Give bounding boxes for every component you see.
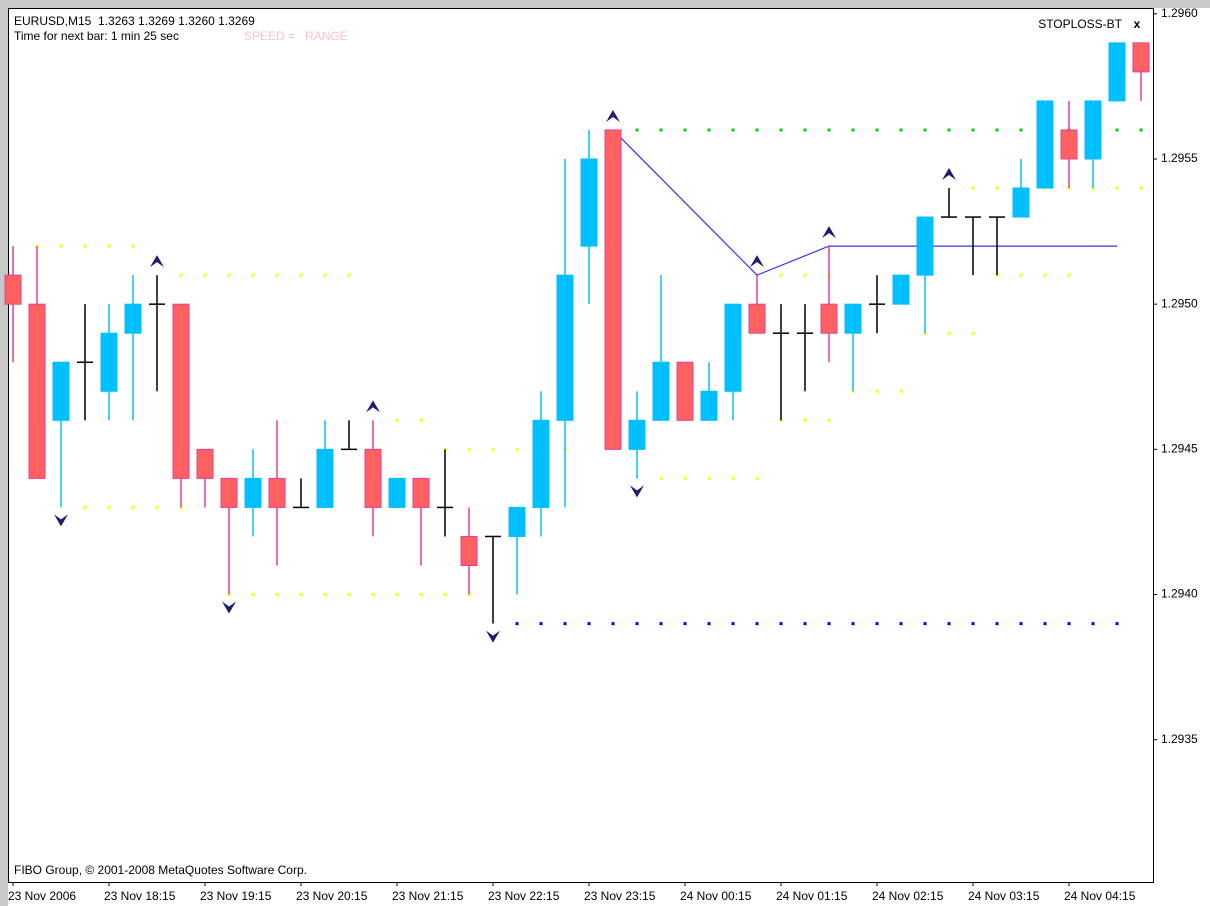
candle-body	[220, 477, 238, 508]
candle-body	[580, 158, 598, 247]
candle-body	[460, 535, 478, 567]
candle-body	[628, 419, 646, 450]
fractal-up	[942, 168, 956, 181]
y-tick-label: 1.2945	[1161, 442, 1198, 456]
fractal-up	[750, 255, 764, 268]
candle-body	[820, 303, 838, 334]
x-tick-label: 23 Nov 22:15	[488, 889, 560, 903]
fractal-down	[54, 514, 68, 527]
x-tick-label: 24 Nov 01:15	[776, 889, 848, 903]
candle-body	[1108, 42, 1126, 102]
candle-body	[316, 448, 334, 508]
fractal-down	[630, 485, 644, 498]
candle-body	[268, 477, 286, 508]
x-tick-label: 23 Nov 20:15	[296, 889, 368, 903]
fractal-up	[606, 109, 620, 122]
candle-body	[412, 477, 430, 508]
candle-body	[604, 129, 622, 450]
copyright: FIBO Group, © 2001-2008 MetaQuotes Softw…	[14, 863, 307, 877]
fractal-up	[822, 226, 836, 239]
y-tick-label: 1.2950	[1161, 296, 1198, 310]
plot-frame	[8, 8, 1154, 883]
candle-body	[652, 361, 670, 421]
candle-body	[676, 361, 694, 421]
fractal-down	[486, 630, 500, 643]
candle-body	[388, 477, 406, 508]
candle-body	[700, 390, 718, 421]
candle-body	[748, 303, 766, 334]
candle-body	[172, 303, 190, 479]
close-button[interactable]: x	[1134, 17, 1141, 31]
candle-body	[244, 477, 262, 508]
candle-body	[1036, 100, 1054, 189]
candle-body	[532, 419, 550, 508]
candle-body	[364, 448, 382, 508]
y-tick-label: 1.2960	[1161, 6, 1198, 20]
indicator-label: SPEED = RANGE	[244, 29, 348, 43]
x-tick-label: 23 Nov 2006	[8, 889, 76, 903]
x-tick-label: 23 Nov 23:15	[584, 889, 656, 903]
candle-body	[196, 448, 214, 479]
candle-body	[52, 361, 70, 421]
chart-subtitle: Time for next bar: 1 min 25 sec	[14, 29, 179, 43]
candle-body	[1060, 129, 1078, 160]
candle-body	[4, 274, 22, 305]
x-tick-label: 24 Nov 00:15	[680, 889, 752, 903]
fractal-down	[222, 601, 236, 614]
candle-body	[1084, 100, 1102, 160]
x-tick-label: 23 Nov 19:15	[200, 889, 272, 903]
y-tick-label: 1.2940	[1161, 587, 1198, 601]
x-tick-label: 23 Nov 18:15	[104, 889, 176, 903]
candle-body	[1012, 187, 1030, 218]
fractal-up	[366, 400, 380, 413]
candle-body	[508, 506, 526, 537]
expert-name: STOPLOSS-BT	[1038, 17, 1122, 31]
candle-body	[724, 303, 742, 392]
chart-title: EURUSD,M15 1.3263 1.3269 1.3260 1.3269	[14, 14, 255, 28]
x-tick-label: 24 Nov 02:15	[872, 889, 944, 903]
x-tick-label: 24 Nov 04:15	[1064, 889, 1136, 903]
fractal-up	[150, 255, 164, 268]
candle-body	[892, 274, 910, 305]
candle-body	[1132, 42, 1150, 73]
candle-body	[556, 274, 574, 421]
candle-body	[28, 303, 46, 479]
candle-body	[844, 303, 862, 334]
candle-body	[100, 332, 118, 392]
x-tick-label: 24 Nov 03:15	[968, 889, 1040, 903]
y-tick-label: 1.2935	[1161, 732, 1198, 746]
candle-body	[124, 303, 142, 334]
x-tick-label: 23 Nov 21:15	[392, 889, 464, 903]
candle-body	[916, 216, 934, 276]
y-tick-label: 1.2955	[1161, 151, 1198, 165]
